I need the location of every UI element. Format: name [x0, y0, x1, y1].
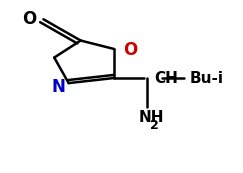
Text: O: O: [22, 10, 36, 28]
Text: O: O: [123, 41, 137, 59]
Text: Bu-i: Bu-i: [190, 71, 224, 86]
Text: 2: 2: [150, 119, 159, 132]
Text: NH: NH: [139, 110, 164, 125]
Text: N: N: [51, 78, 65, 95]
Text: CH: CH: [154, 71, 178, 86]
